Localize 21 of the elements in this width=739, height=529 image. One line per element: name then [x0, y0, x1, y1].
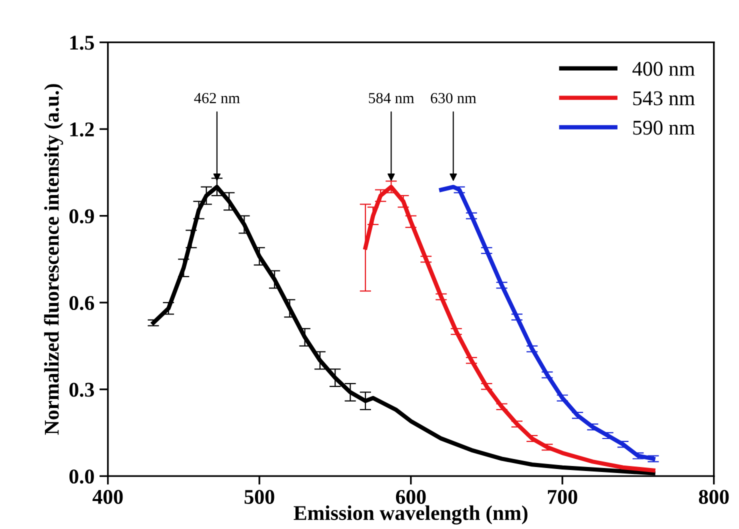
x-tick-label: 500 — [244, 490, 274, 504]
line-series — [363, 184, 656, 472]
legend-label: 543 nm — [633, 91, 695, 106]
y-tick-label: 0.9 — [69, 209, 94, 224]
y-tick-label: 1.5 — [70, 36, 94, 50]
x-axis-title: Emission wavelength (nm) — [294, 505, 528, 524]
annotation: 462 nm — [194, 92, 240, 104]
legend-label: 590 nm — [633, 120, 695, 135]
x-tick-label: 800 — [698, 490, 729, 504]
line-series — [439, 184, 656, 461]
annotation: 630 nm — [430, 92, 476, 104]
x-tick-label: 600 — [396, 490, 426, 504]
y-tick-label: 0.6 — [69, 296, 94, 310]
x-tick-label: 700 — [548, 490, 578, 504]
legend-label: 400 nm — [632, 62, 695, 76]
y-tick-label: 0.3 — [69, 382, 94, 397]
x-tick-label: 400 — [92, 490, 123, 504]
y-tick-label: 0.0 — [69, 469, 94, 484]
annotation: 584 nm — [368, 92, 414, 104]
y-tick-label: 1.2 — [70, 122, 94, 137]
y-axis-title: Normalized fluorescence intensity (a.u.) — [44, 84, 64, 435]
